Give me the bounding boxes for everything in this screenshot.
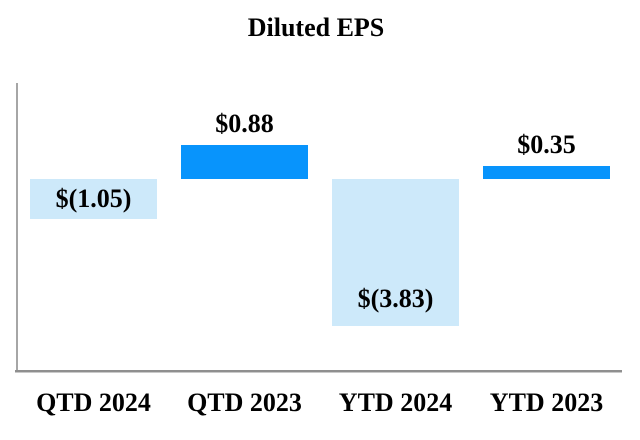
x-axis-line <box>15 370 622 373</box>
value-label-ytd-2024: $(3.83) <box>357 284 434 314</box>
bar-ytd-2023 <box>483 165 610 179</box>
value-label-ytd-2023: $0.35 <box>517 129 576 159</box>
category-label-qtd-2024: QTD 2024 <box>36 388 151 417</box>
value-label-qtd-2024: $(1.05) <box>55 184 132 214</box>
bar-ytd-2024 <box>332 179 459 327</box>
chart-title: Diluted EPS <box>247 13 385 42</box>
value-label-qtd-2023: $0.88 <box>215 109 274 139</box>
category-label-ytd-2023: YTD 2023 <box>489 388 604 417</box>
bar-qtd-2023 <box>181 145 308 179</box>
category-label-ytd-2024: YTD 2024 <box>338 388 453 417</box>
y-axis-line <box>16 83 18 372</box>
category-label-qtd-2023: QTD 2023 <box>187 388 302 417</box>
bar-qtd-2024 <box>30 179 157 220</box>
